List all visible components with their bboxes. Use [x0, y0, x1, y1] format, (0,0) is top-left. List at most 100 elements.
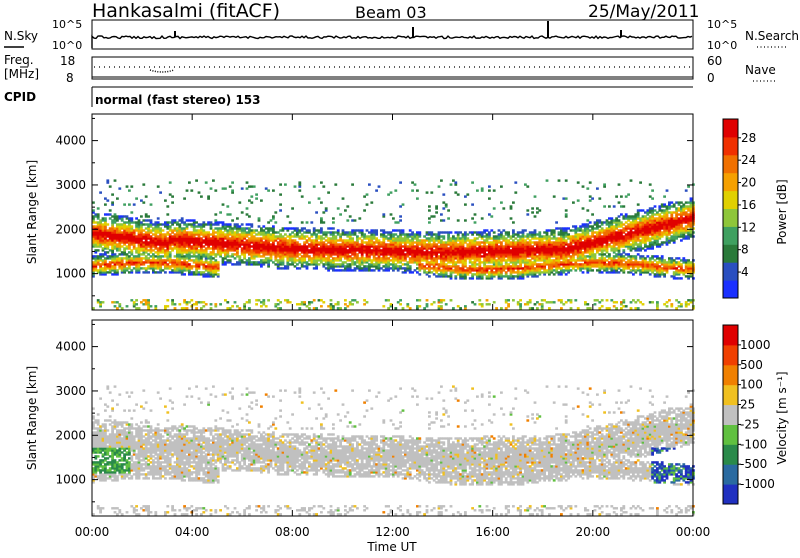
power-cell [500, 201, 503, 203]
power-cell [140, 257, 143, 259]
power-cell [394, 237, 397, 239]
power-cell [142, 219, 145, 221]
power-cell [402, 245, 405, 247]
power-cell [255, 197, 258, 199]
power-cell [394, 221, 397, 223]
power-cell [195, 221, 198, 223]
power-cell [226, 205, 229, 207]
power-cell [486, 245, 489, 247]
power-cell [214, 227, 217, 229]
power-cell [570, 269, 573, 271]
power-cell [632, 273, 635, 275]
power-cell [142, 261, 145, 263]
power-cell [397, 235, 400, 237]
power-cell [176, 221, 179, 223]
power-cell [320, 181, 323, 183]
power-cell [512, 299, 515, 301]
power-cell [378, 239, 381, 241]
power-cell [174, 233, 177, 235]
power-cell [454, 261, 457, 263]
power-cell [121, 245, 124, 247]
power-cell [291, 207, 294, 209]
power-cell [123, 263, 126, 265]
power-cell [447, 265, 450, 267]
power-cell [536, 233, 539, 235]
power-cell [438, 255, 441, 257]
power-cell [433, 273, 436, 275]
power-cell [145, 219, 148, 221]
power-cell [224, 187, 227, 189]
power-cell [250, 249, 253, 251]
power-cell [433, 215, 436, 217]
power-cell [620, 229, 623, 231]
power-cell [332, 217, 335, 219]
power-cell [404, 267, 407, 269]
power-cell [255, 261, 258, 263]
power-cell [534, 303, 537, 305]
power-cell [279, 307, 282, 309]
power-cell [435, 233, 438, 235]
power-cell [253, 235, 256, 237]
power-cell [418, 231, 421, 233]
power-cell [200, 223, 203, 225]
power-cell [529, 259, 532, 261]
power-cell [277, 231, 280, 233]
power-cell [402, 249, 405, 251]
power-cell [440, 269, 443, 271]
power-cell [526, 241, 529, 243]
power-cell [488, 241, 491, 243]
power-cell [183, 221, 186, 223]
power-cell [380, 257, 383, 259]
power-cell [442, 201, 445, 203]
power-cell [190, 245, 193, 247]
power-cell [226, 213, 229, 215]
power-cell [582, 207, 585, 209]
power-cell [363, 257, 366, 259]
power-cell [241, 223, 244, 225]
power-cell [198, 191, 201, 193]
power-cell [399, 229, 402, 231]
power-cell [138, 307, 141, 309]
power-cell [301, 255, 304, 257]
power-cell [445, 263, 448, 265]
power-cell [622, 263, 625, 265]
power-cell [620, 205, 623, 207]
power-cell [598, 219, 601, 221]
power-cell [210, 187, 213, 189]
power-cell [337, 263, 340, 265]
power-cell [426, 237, 429, 239]
power-cell [435, 275, 438, 277]
power-cell [620, 195, 623, 197]
power-cell [229, 307, 232, 309]
power-cell [589, 229, 592, 231]
power-cell [219, 227, 222, 229]
power-cell [457, 305, 460, 307]
power-cell [162, 223, 165, 225]
power-cell [190, 265, 193, 267]
power-cell [219, 221, 222, 223]
power-cell [570, 229, 573, 231]
power-cell [313, 227, 316, 229]
power-cell [111, 301, 114, 303]
power-cell [94, 225, 97, 227]
power-cell [231, 181, 234, 183]
power-cell [526, 233, 529, 235]
power-cell [246, 223, 249, 225]
power-cell [260, 237, 263, 239]
power-cell [574, 225, 577, 227]
power-cell [519, 299, 522, 301]
power-cell [354, 267, 357, 269]
power-cell [618, 219, 621, 221]
power-cell [421, 263, 424, 265]
power-cell [274, 263, 277, 265]
power-cell [157, 221, 160, 223]
power-cell [570, 235, 573, 237]
power-cell [622, 227, 625, 229]
power-cell [145, 195, 148, 197]
power-cell [627, 231, 630, 233]
power-cell [301, 245, 304, 247]
power-cell [279, 233, 282, 235]
power-cell [397, 301, 400, 303]
power-cell [483, 239, 486, 241]
power-cell [586, 307, 589, 309]
